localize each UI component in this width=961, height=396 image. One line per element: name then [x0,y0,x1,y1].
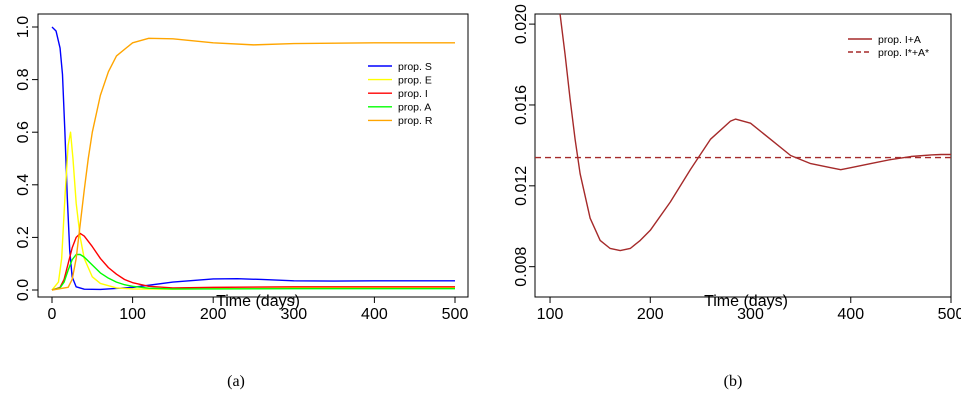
y-tick-label: 0.016 [513,85,530,125]
x-tick-label: 100 [119,306,146,323]
chart-panel-a: 0 100 200 300 400 500 0.0 0.2 0.4 0.6 0.8 1.0 prop.… [15,13,469,390]
plot-frame-b [534,13,952,298]
x-tick-label: 300 [737,306,764,323]
axis-ticks-a: 0 100 200 300 400 500 0.0 0.2 0.4 0.6 0.8 1.0 [15,16,468,323]
series-group-b [535,14,951,252]
series-group-a [51,26,455,291]
x-tick-label: 500 [442,306,469,323]
series-line-prop-i-a [559,14,951,252]
series-line-prop-s [51,26,455,291]
y-tick-label: 0.020 [513,4,530,44]
caption-a: (a) [227,373,245,390]
legend-label-prop-s: prop. S [398,61,432,73]
y-tick-label: 0.4 [15,174,32,196]
x-tick-label: 300 [280,306,307,323]
x-axis-title-a: Time (days) [216,293,300,310]
y-tick-label: 0.6 [15,121,32,143]
legend-label-prop-e: prop. E [398,74,432,86]
y-tick-label: 0.012 [513,166,530,206]
plot-frame-a [37,13,469,298]
series-line-prop-r [51,37,455,291]
series-line-prop-e [51,131,455,291]
chart-panel-b: 100 200 300 400 500 0.008 0.012 0.016 0.020 prop… [513,4,961,390]
y-tick-label: 0.0 [15,279,32,301]
legend-label-prop-r: prop. R [398,115,433,127]
y-tick-label: 0.008 [513,247,530,287]
legend-label-prop-i-a: prop. I+A [878,34,921,46]
x-tick-label: 400 [837,306,864,323]
x-tick-label: 500 [938,306,961,323]
series-line-prop-i [51,232,455,291]
series-line-prop-a [51,253,455,291]
caption-b: (b) [724,373,743,390]
x-tick-label: 0 [48,306,57,323]
legend-label-prop-i: prop. I [398,88,428,100]
x-tick-label: 200 [637,306,664,323]
axis-ticks-b: 100 200 300 400 500 0.008 0.012 0.016 0.020 [513,4,961,323]
legend-label-prop-a: prop. A [398,102,431,114]
x-tick-label: 100 [537,306,564,323]
x-axis-title-b: Time (days) [704,293,788,310]
y-tick-label: 0.8 [15,68,32,90]
x-tick-label: 200 [200,306,227,323]
y-tick-label: 0.2 [15,226,32,248]
legend-label-prop-i-a: prop. I*+A* [878,47,929,59]
y-tick-label: 1.0 [15,16,32,38]
x-tick-label: 400 [361,306,388,323]
